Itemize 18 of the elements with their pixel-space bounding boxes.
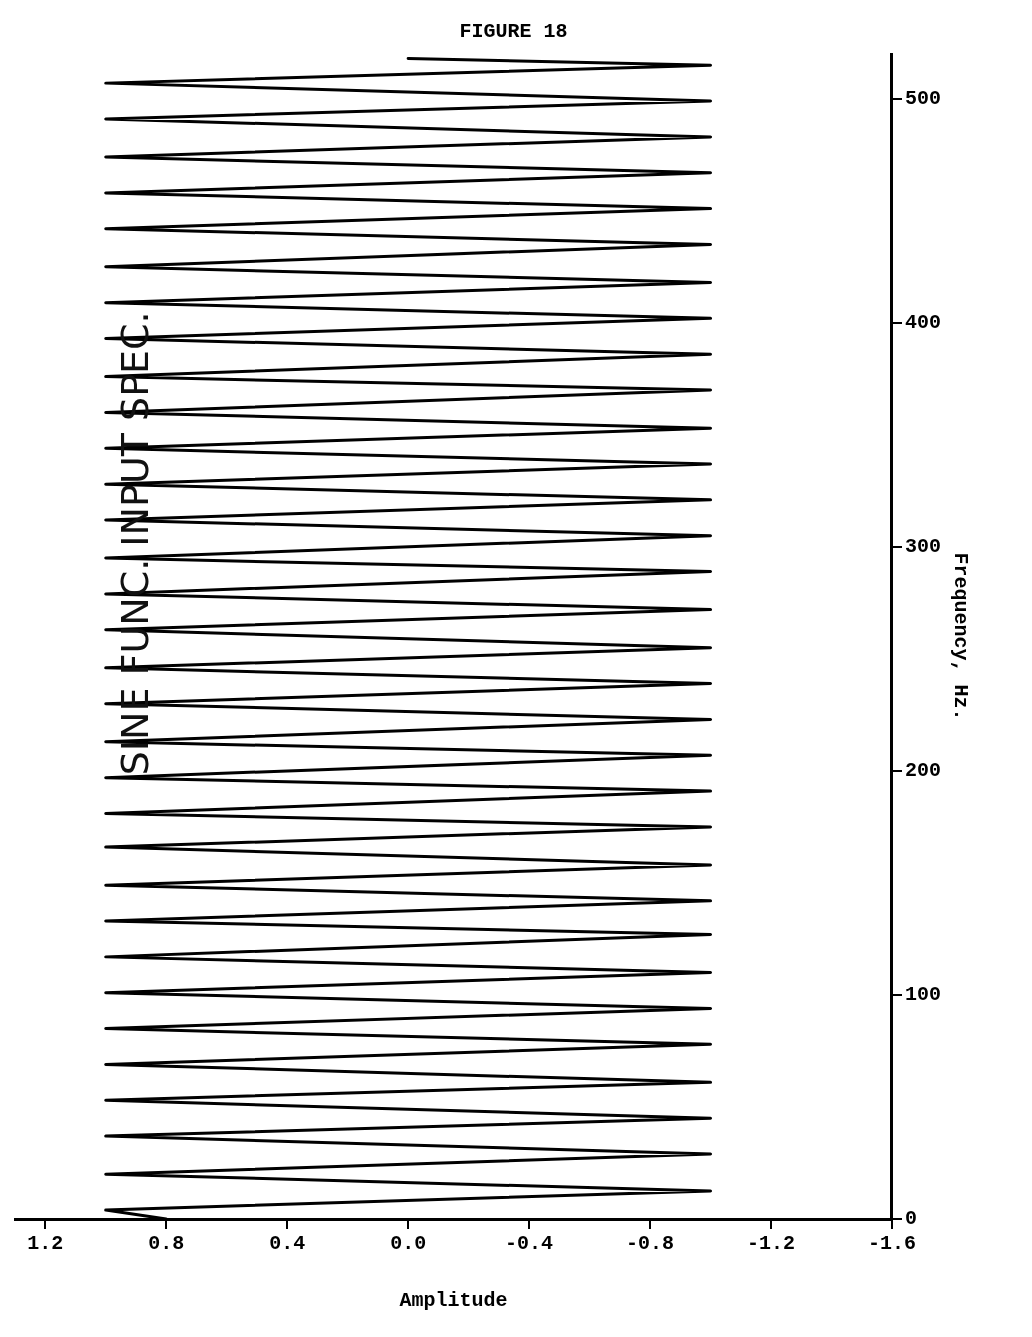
x-tick-label: -1.2 (747, 1232, 796, 1256)
y-tick-label: 0 (904, 1207, 918, 1231)
x-tick-label: -1.6 (867, 1232, 916, 1256)
y-tick-label: 200 (904, 758, 942, 782)
chart-title: FIGURE 18 (459, 20, 568, 44)
y-tick-label: 100 (904, 982, 942, 1006)
x-tick-label: 0.8 (148, 1232, 185, 1256)
x-tick-label: -0.8 (626, 1232, 675, 1256)
x-axis-title: Amplitude (399, 1289, 508, 1313)
y-axis-title: Frequency, Hz. (948, 552, 972, 721)
x-tick-label: 1.2 (27, 1232, 64, 1256)
x-tick-label: -0.4 (505, 1232, 554, 1256)
x-tick-label: 0.0 (390, 1232, 427, 1256)
y-tick-label: 400 (904, 310, 942, 334)
annotation: SINE FUNC. INPUT SPEC. (112, 311, 157, 776)
y-tick-label: 300 (904, 534, 942, 558)
x-tick-label: 0.4 (269, 1232, 306, 1256)
y-tick-label: 500 (904, 86, 942, 110)
